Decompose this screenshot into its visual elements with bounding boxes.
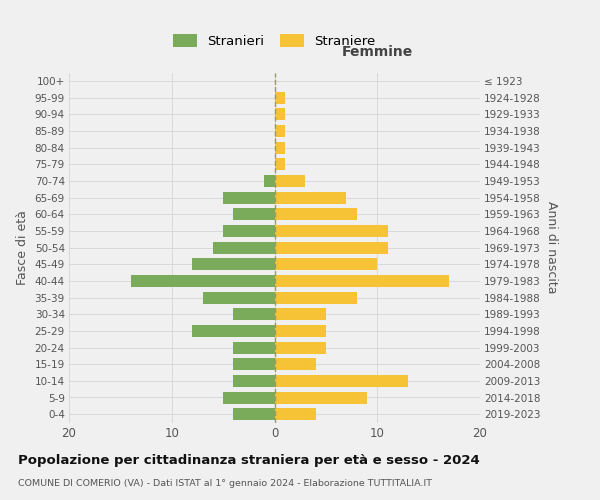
- Text: Popolazione per cittadinanza straniera per età e sesso - 2024: Popolazione per cittadinanza straniera p…: [18, 454, 480, 467]
- Bar: [275, 192, 346, 203]
- Text: COMUNE DI COMERIO (VA) - Dati ISTAT al 1° gennaio 2024 - Elaborazione TUTTITALIA: COMUNE DI COMERIO (VA) - Dati ISTAT al 1…: [18, 479, 432, 488]
- Bar: [275, 92, 285, 104]
- Bar: [275, 308, 326, 320]
- Bar: [193, 325, 275, 337]
- Bar: [275, 358, 316, 370]
- Bar: [275, 408, 316, 420]
- Bar: [233, 308, 275, 320]
- Bar: [233, 408, 275, 420]
- Bar: [275, 175, 305, 187]
- Legend: Stranieri, Straniere: Stranieri, Straniere: [169, 30, 380, 52]
- Bar: [275, 325, 326, 337]
- Bar: [193, 258, 275, 270]
- Bar: [275, 158, 285, 170]
- Bar: [275, 275, 449, 287]
- Bar: [275, 225, 388, 237]
- Bar: [275, 208, 356, 220]
- Bar: [203, 292, 275, 304]
- Bar: [275, 375, 408, 387]
- Bar: [275, 258, 377, 270]
- Bar: [223, 192, 275, 203]
- Bar: [213, 242, 275, 254]
- Y-axis label: Fasce di età: Fasce di età: [16, 210, 29, 285]
- Y-axis label: Anni di nascita: Anni di nascita: [545, 201, 557, 294]
- Bar: [223, 392, 275, 404]
- Bar: [233, 358, 275, 370]
- Bar: [275, 292, 356, 304]
- Bar: [264, 175, 275, 187]
- Bar: [131, 275, 275, 287]
- Bar: [233, 375, 275, 387]
- Bar: [275, 392, 367, 404]
- Bar: [275, 125, 285, 137]
- Bar: [223, 225, 275, 237]
- Bar: [275, 242, 388, 254]
- Bar: [275, 108, 285, 120]
- Bar: [233, 208, 275, 220]
- Bar: [233, 342, 275, 353]
- Bar: [275, 142, 285, 154]
- Bar: [275, 342, 326, 353]
- Text: Femmine: Femmine: [341, 44, 413, 59]
